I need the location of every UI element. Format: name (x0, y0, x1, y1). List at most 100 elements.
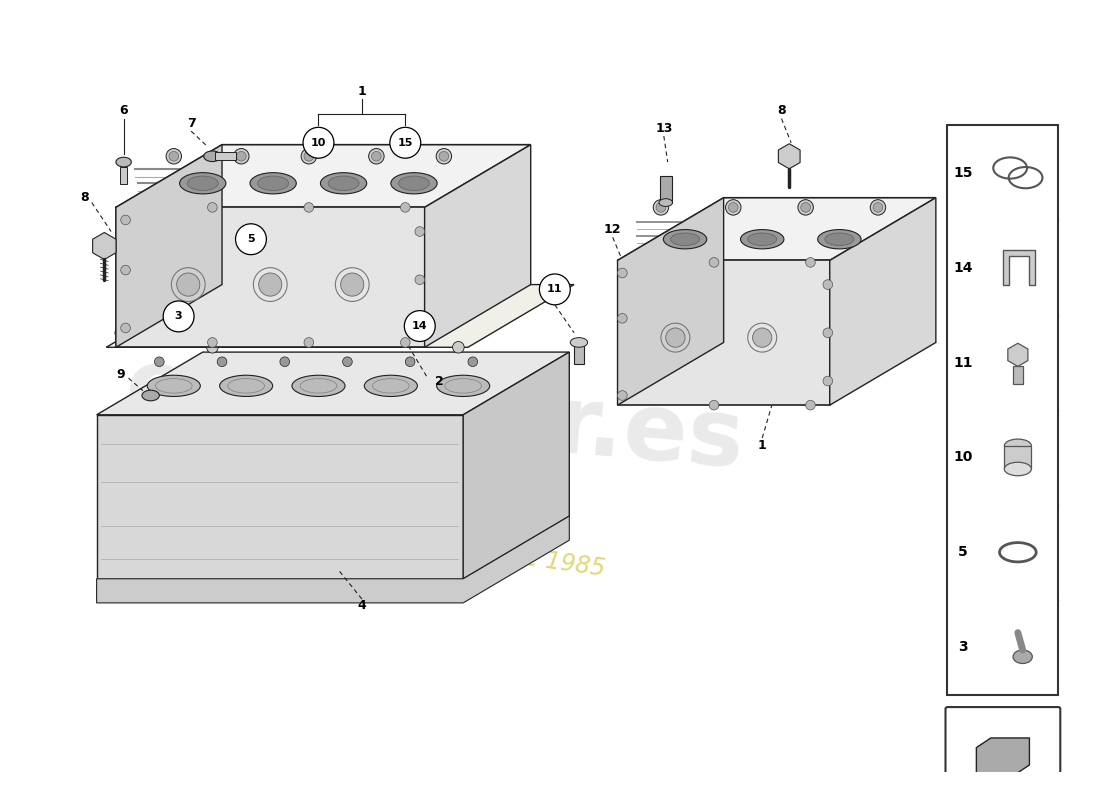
Bar (216, 153, 236, 160)
Polygon shape (617, 261, 829, 405)
Ellipse shape (147, 375, 200, 397)
Circle shape (217, 357, 227, 366)
Circle shape (301, 149, 317, 164)
Circle shape (304, 202, 313, 212)
Circle shape (258, 273, 282, 296)
Circle shape (304, 151, 313, 161)
Circle shape (798, 200, 813, 215)
Circle shape (217, 264, 228, 276)
Circle shape (405, 357, 415, 366)
Circle shape (617, 314, 627, 323)
Ellipse shape (250, 173, 296, 194)
Bar (1013, 366, 1023, 384)
Ellipse shape (320, 173, 366, 194)
Circle shape (400, 338, 410, 347)
Circle shape (304, 338, 313, 347)
Circle shape (710, 258, 718, 267)
Circle shape (368, 149, 384, 164)
Text: 11: 11 (547, 284, 562, 294)
Bar (947, 782, 1058, 800)
Circle shape (207, 342, 218, 353)
Ellipse shape (437, 375, 490, 397)
Circle shape (114, 327, 126, 338)
Circle shape (656, 202, 666, 212)
Polygon shape (116, 207, 425, 347)
Circle shape (468, 357, 477, 366)
Polygon shape (107, 285, 574, 347)
Text: a pasion for parts since 1985: a pasion for parts since 1985 (262, 509, 606, 581)
Circle shape (873, 202, 883, 212)
Circle shape (415, 275, 425, 285)
Circle shape (415, 226, 425, 236)
Ellipse shape (220, 375, 273, 397)
Circle shape (235, 224, 266, 254)
Circle shape (415, 323, 425, 333)
Text: 1: 1 (358, 85, 366, 98)
Circle shape (823, 328, 833, 338)
Circle shape (233, 149, 249, 164)
Text: 8: 8 (80, 191, 89, 204)
Ellipse shape (116, 158, 131, 167)
Circle shape (304, 127, 334, 158)
Text: 5: 5 (958, 546, 968, 559)
Polygon shape (116, 145, 530, 207)
Circle shape (496, 264, 507, 276)
Text: eurospar.es: eurospar.es (121, 342, 747, 488)
Polygon shape (617, 198, 724, 405)
FancyBboxPatch shape (946, 707, 1060, 800)
Ellipse shape (1004, 462, 1032, 476)
Ellipse shape (817, 230, 861, 249)
Polygon shape (977, 738, 1030, 774)
Circle shape (154, 357, 164, 366)
Circle shape (728, 202, 738, 212)
Circle shape (121, 266, 131, 275)
Circle shape (801, 202, 811, 212)
Bar (1004, 446, 1032, 469)
Polygon shape (977, 774, 1030, 782)
Ellipse shape (825, 233, 854, 246)
Polygon shape (1003, 250, 1035, 285)
Ellipse shape (364, 375, 417, 397)
Polygon shape (97, 414, 463, 578)
Ellipse shape (671, 233, 700, 246)
Ellipse shape (390, 173, 437, 194)
Ellipse shape (398, 176, 429, 190)
Circle shape (236, 151, 246, 161)
Circle shape (208, 202, 217, 212)
Ellipse shape (179, 173, 226, 194)
Text: 8: 8 (778, 105, 785, 118)
Circle shape (121, 323, 131, 333)
Ellipse shape (663, 230, 707, 249)
Bar (120, 167, 128, 184)
Ellipse shape (142, 390, 160, 401)
Circle shape (666, 328, 685, 347)
Circle shape (208, 338, 217, 347)
Circle shape (752, 328, 772, 347)
Circle shape (439, 151, 449, 161)
Text: 5: 5 (248, 234, 255, 244)
Circle shape (710, 400, 718, 410)
Ellipse shape (1013, 650, 1032, 663)
Ellipse shape (1004, 439, 1032, 453)
Bar (574, 342, 584, 364)
Circle shape (121, 215, 131, 225)
Ellipse shape (187, 176, 218, 190)
Circle shape (823, 376, 833, 386)
Circle shape (452, 342, 464, 353)
Circle shape (617, 268, 627, 278)
Ellipse shape (328, 176, 359, 190)
Polygon shape (425, 145, 530, 347)
Text: 11: 11 (953, 355, 972, 370)
Text: 4: 4 (358, 599, 366, 612)
Circle shape (341, 273, 364, 296)
Text: 12: 12 (604, 223, 622, 236)
Circle shape (163, 301, 194, 332)
Text: 14: 14 (412, 321, 428, 331)
Text: 1: 1 (758, 439, 767, 452)
Circle shape (372, 151, 382, 161)
Bar (947, 126, 1058, 694)
Circle shape (400, 202, 410, 212)
Circle shape (381, 264, 392, 276)
Text: 15: 15 (953, 166, 972, 180)
Text: 10: 10 (954, 450, 972, 464)
